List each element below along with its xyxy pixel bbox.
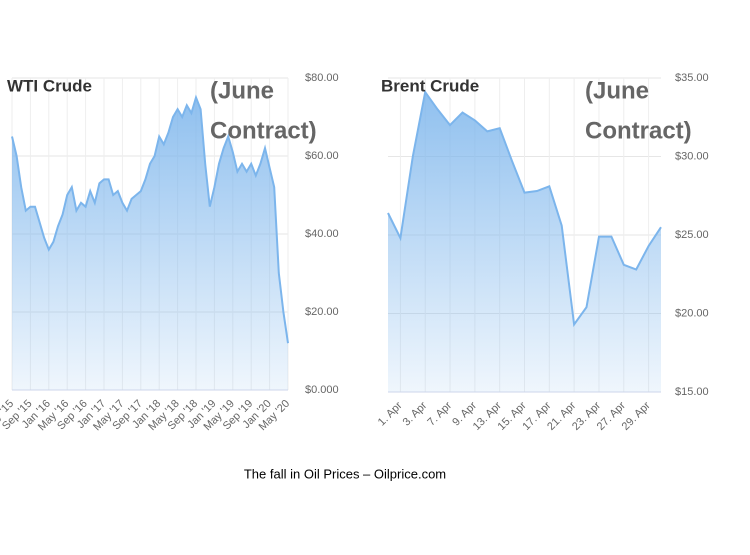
line <box>387 89 662 328</box>
chart-title: WTI Crude <box>7 76 92 95</box>
x-tick-label: 29. Apr <box>620 399 653 432</box>
y-tick-label: $15.00 <box>675 386 709 398</box>
y-tick-label: $40.00 <box>305 228 339 240</box>
y-tick-label: $30.00 <box>675 150 709 162</box>
y-tick-label: $20.00 <box>675 307 709 319</box>
y-tick-label: $60.00 <box>305 150 339 162</box>
y-tick-label: $35.00 <box>675 72 709 84</box>
chart-title: Brent Crude <box>381 76 479 95</box>
y-tick-label: $0.000 <box>305 384 339 396</box>
line <box>11 94 289 344</box>
caption: The fall in Oil Prices – Oilprice.com <box>244 466 446 481</box>
annotation: (June <box>585 77 649 104</box>
x-tick-label: 3. Apr <box>401 399 430 428</box>
area <box>388 92 661 392</box>
x-tick-label: 7. Apr <box>425 399 454 428</box>
annotation: (June <box>210 77 274 104</box>
x-tick-label: 1. Apr <box>376 399 405 428</box>
y-tick-label: $80.00 <box>305 72 339 84</box>
area <box>12 97 288 390</box>
y-tick-label: $25.00 <box>675 229 709 241</box>
annotation: Contract) <box>210 117 317 144</box>
annotation: Contract) <box>585 117 692 144</box>
y-tick-label: $20.00 <box>305 306 339 318</box>
